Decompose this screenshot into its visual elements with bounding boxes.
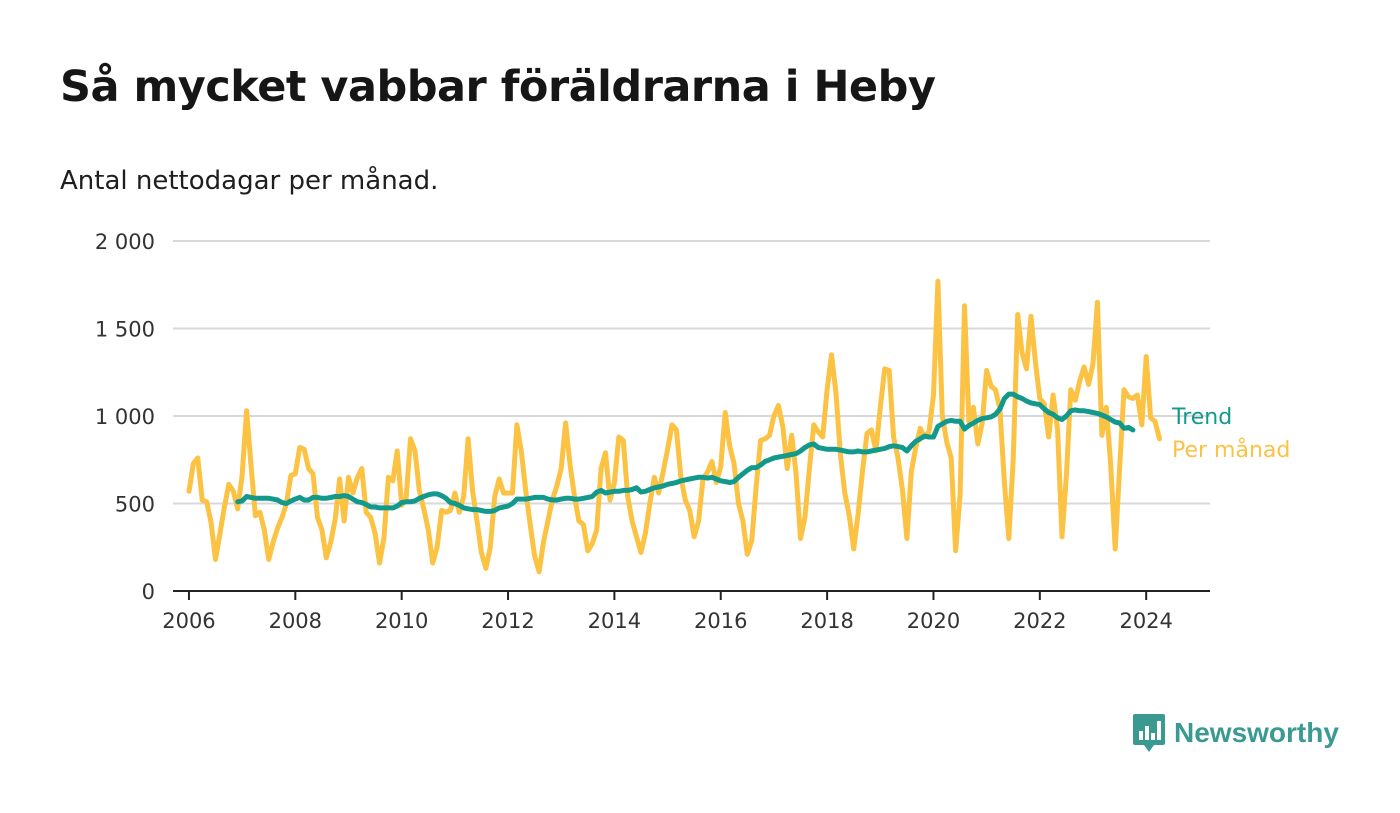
x-tick-label: 2012 bbox=[481, 609, 534, 633]
y-tick-label: 500 bbox=[115, 493, 155, 517]
grid-lines bbox=[173, 240, 1210, 505]
page-subtitle: Antal nettodagar per månad. bbox=[60, 166, 439, 196]
x-axis-ticks: 2006 2008 2010 2012 2014 2016 2018 2020 2022 2024 bbox=[162, 591, 1173, 633]
series-label-trend: Trend bbox=[1171, 405, 1232, 430]
y-tick-label: 1 000 bbox=[95, 405, 155, 429]
y-axis-tick-labels: 0 500 1 000 1 500 2 000 bbox=[95, 230, 155, 604]
newsworthy-logo: Newsworthy bbox=[1132, 710, 1339, 756]
series-labels: Trend Per månad bbox=[1171, 405, 1290, 463]
x-tick-label: 2024 bbox=[1119, 609, 1172, 633]
page-title: Så mycket vabbar föräldrarna i Heby bbox=[60, 62, 936, 112]
x-tick-label: 2016 bbox=[694, 609, 747, 633]
x-tick-label: 2022 bbox=[1013, 609, 1066, 633]
y-tick-label: 0 bbox=[142, 580, 155, 604]
y-tick-label: 1 500 bbox=[95, 318, 155, 342]
series-label-per-manad: Per månad bbox=[1172, 437, 1290, 463]
x-tick-label: 2020 bbox=[907, 609, 960, 633]
x-tick-label: 2010 bbox=[375, 609, 428, 633]
newsworthy-logo-icon bbox=[1133, 714, 1165, 752]
series-line-trend bbox=[235, 391, 1136, 514]
x-tick-label: 2006 bbox=[162, 609, 215, 633]
series-line-per-manad bbox=[186, 278, 1162, 575]
x-tick-label: 2008 bbox=[269, 609, 322, 633]
x-tick-label: 2018 bbox=[800, 609, 853, 633]
y-tick-label: 2 000 bbox=[95, 230, 155, 254]
brand-name: Newsworthy bbox=[1174, 717, 1339, 748]
x-tick-label: 2014 bbox=[588, 609, 641, 633]
